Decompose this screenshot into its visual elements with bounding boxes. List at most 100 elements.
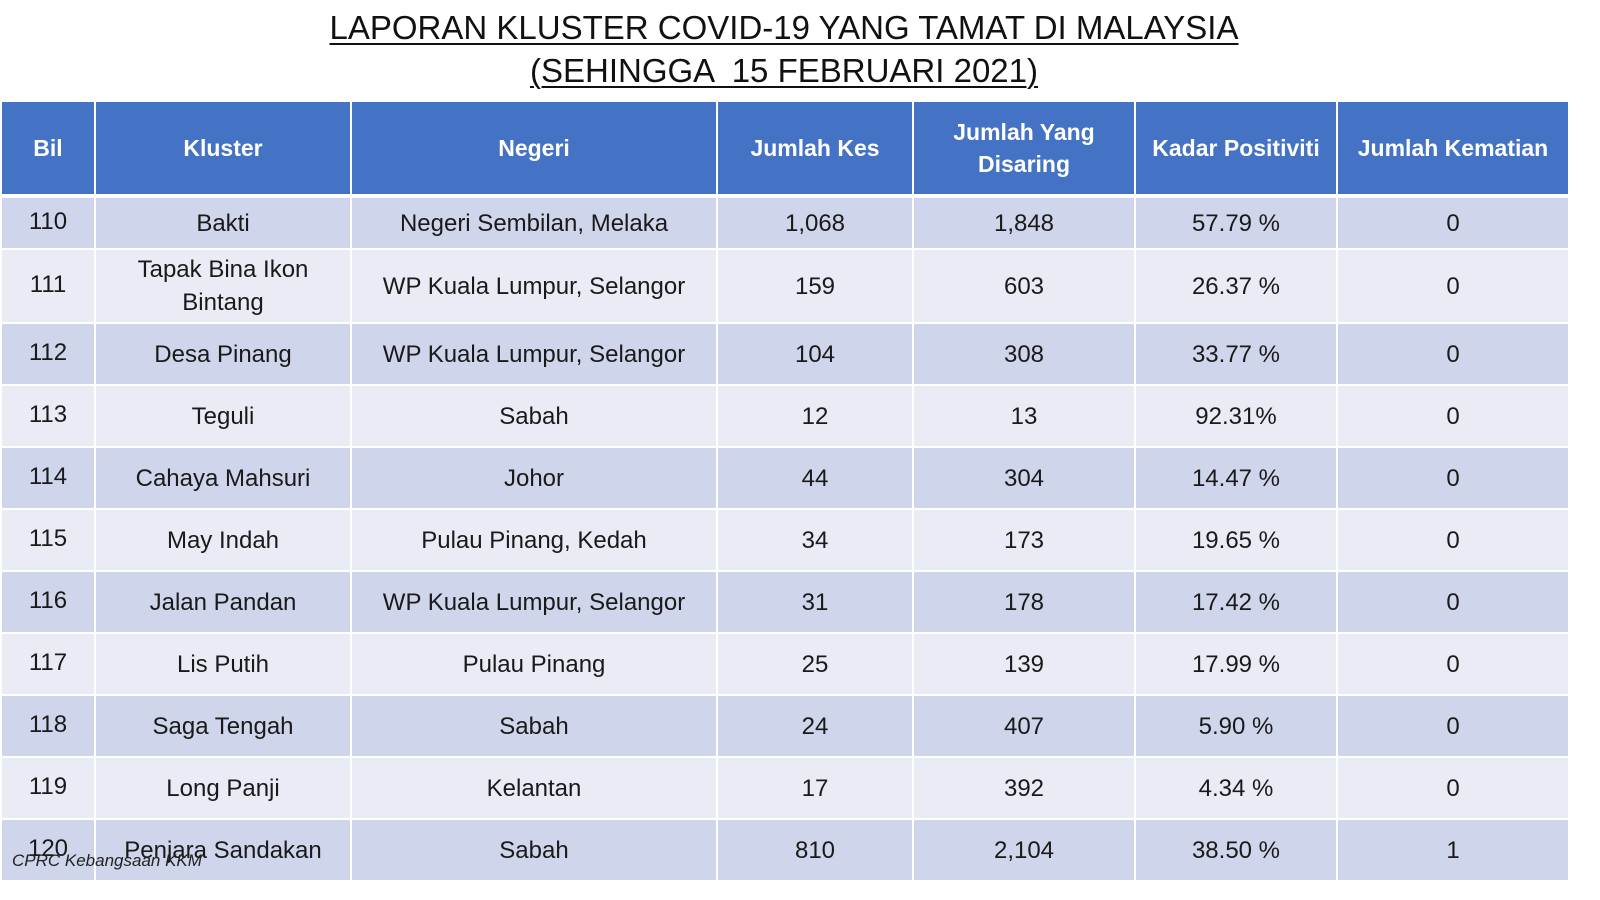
cell-jumlah-kematian: 0 [1336, 446, 1570, 510]
cell-bil: 114 [0, 446, 96, 510]
cell-negeri: Negeri Sembilan, Melaka [350, 195, 718, 250]
cell-bil: 116 [0, 570, 96, 634]
title-line-2: (SEHINGGA 15 FEBRUARI 2021) [529, 52, 1038, 89]
cell-bil: 115 [0, 508, 96, 572]
cell-kluster: Penjara Sandakan [94, 818, 352, 882]
header-kadar-positiviti: Kadar Positiviti [1134, 100, 1338, 198]
cell-bil: 111 [0, 248, 96, 324]
cell-jumlah-kematian: 0 [1336, 756, 1570, 820]
cell-jumlah-kes: 104 [716, 322, 914, 386]
cell-jumlah-kes: 44 [716, 446, 914, 510]
header-jumlah-kes: Jumlah Kes [716, 100, 914, 198]
cell-jumlah-disaring: 308 [912, 322, 1136, 386]
cell-negeri: WP Kuala Lumpur, Selangor [350, 570, 718, 634]
cell-jumlah-kematian: 0 [1336, 694, 1570, 758]
table-row: 111 Tapak Bina Ikon Bintang WP Kuala Lum… [0, 248, 1570, 324]
table-row: 110 Bakti Negeri Sembilan, Melaka 1,068 … [0, 195, 1570, 250]
cell-kluster: Desa Pinang [94, 322, 352, 386]
cell-jumlah-disaring: 178 [912, 570, 1136, 634]
table-row: 113 Teguli Sabah 12 13 92.31% 0 [0, 384, 1570, 448]
cell-bil: 118 [0, 694, 96, 758]
cell-kadar-positiviti: 38.50 % [1134, 818, 1338, 882]
cell-negeri: Sabah [350, 694, 718, 758]
cell-kadar-positiviti: 26.37 % [1134, 248, 1338, 324]
header-kluster: Kluster [94, 100, 352, 198]
cell-jumlah-disaring: 304 [912, 446, 1136, 510]
cell-jumlah-kes: 31 [716, 570, 914, 634]
cell-jumlah-disaring: 407 [912, 694, 1136, 758]
cell-kluster: Teguli [94, 384, 352, 448]
cell-jumlah-kematian: 1 [1336, 818, 1570, 882]
cell-bil: 117 [0, 632, 96, 696]
cluster-table: Bil Kluster Negeri Jumlah Kes Jumlah Yan… [0, 100, 1570, 882]
cell-negeri: WP Kuala Lumpur, Selangor [350, 248, 718, 324]
table-row: 118 Saga Tengah Sabah 24 407 5.90 % 0 [0, 694, 1570, 758]
cell-jumlah-kes: 810 [716, 818, 914, 882]
cell-jumlah-disaring: 139 [912, 632, 1136, 696]
cell-jumlah-kes: 1,068 [716, 195, 914, 250]
cell-kluster: Lis Putih [94, 632, 352, 696]
table-row: 117 Lis Putih Pulau Pinang 25 139 17.99 … [0, 632, 1570, 696]
cell-jumlah-kematian: 0 [1336, 632, 1570, 696]
cell-kluster: Long Panji [94, 756, 352, 820]
cell-jumlah-disaring: 13 [912, 384, 1136, 448]
cell-jumlah-kematian: 0 [1336, 384, 1570, 448]
table-row: 120 Penjara Sandakan Sabah 810 2,104 38.… [0, 818, 1570, 882]
cell-negeri: Pulau Pinang, Kedah [350, 508, 718, 572]
cell-kluster: Bakti [94, 195, 352, 250]
cell-jumlah-kematian: 0 [1336, 322, 1570, 386]
cell-bil: 119 [0, 756, 96, 820]
cell-kluster: Saga Tengah [94, 694, 352, 758]
cell-kadar-positiviti: 33.77 % [1134, 322, 1338, 386]
cell-kadar-positiviti: 19.65 % [1134, 508, 1338, 572]
title-line-1: LAPORAN KLUSTER COVID-19 YANG TAMAT DI M… [329, 9, 1239, 46]
header-jumlah-disaring: Jumlah Yang Disaring [912, 100, 1136, 198]
table-row: 116 Jalan Pandan WP Kuala Lumpur, Selang… [0, 570, 1570, 634]
table-row: 115 May Indah Pulau Pinang, Kedah 34 173… [0, 508, 1570, 572]
cell-jumlah-kes: 12 [716, 384, 914, 448]
source-note: CPRC Kebangsaan KKM [12, 851, 202, 870]
cell-jumlah-kes: 25 [716, 632, 914, 696]
cell-kadar-positiviti: 17.99 % [1134, 632, 1338, 696]
cell-kadar-positiviti: 57.79 % [1134, 195, 1338, 250]
cell-negeri: Johor [350, 446, 718, 510]
cell-kadar-positiviti: 17.42 % [1134, 570, 1338, 634]
cell-jumlah-kes: 159 [716, 248, 914, 324]
cell-jumlah-disaring: 1,848 [912, 195, 1136, 250]
cell-negeri: Kelantan [350, 756, 718, 820]
header-bil: Bil [0, 100, 96, 198]
cell-jumlah-kematian: 0 [1336, 195, 1570, 250]
cell-jumlah-kematian: 0 [1336, 248, 1570, 324]
cell-kadar-positiviti: 92.31% [1134, 384, 1338, 448]
cell-kadar-positiviti: 5.90 % [1134, 694, 1338, 758]
cell-bil: 112 [0, 322, 96, 386]
cell-kluster: Cahaya Mahsuri [94, 446, 352, 510]
cell-jumlah-disaring: 392 [912, 756, 1136, 820]
cell-kluster: Jalan Pandan [94, 570, 352, 634]
cell-bil: 113 [0, 384, 96, 448]
header-jumlah-kematian: Jumlah Kematian [1336, 100, 1570, 198]
cell-jumlah-disaring: 603 [912, 248, 1136, 324]
cell-kluster: Tapak Bina Ikon Bintang [94, 248, 352, 324]
cell-negeri: Sabah [350, 384, 718, 448]
cell-negeri: Pulau Pinang [350, 632, 718, 696]
report-title: LAPORAN KLUSTER COVID-19 YANG TAMAT DI M… [0, 6, 1568, 92]
cell-kadar-positiviti: 4.34 % [1134, 756, 1338, 820]
cell-jumlah-kematian: 0 [1336, 508, 1570, 572]
cell-bil: 120 [0, 818, 96, 882]
cell-bil: 110 [0, 195, 96, 250]
cell-kadar-positiviti: 14.47 % [1134, 446, 1338, 510]
cell-jumlah-kematian: 0 [1336, 570, 1570, 634]
table-row: 119 Long Panji Kelantan 17 392 4.34 % 0 [0, 756, 1570, 820]
cell-jumlah-disaring: 173 [912, 508, 1136, 572]
table-row: 114 Cahaya Mahsuri Johor 44 304 14.47 % … [0, 446, 1570, 510]
cell-jumlah-disaring: 2,104 [912, 818, 1136, 882]
cell-negeri: Sabah [350, 818, 718, 882]
table-row: 112 Desa Pinang WP Kuala Lumpur, Selango… [0, 322, 1570, 386]
cell-jumlah-kes: 24 [716, 694, 914, 758]
cell-jumlah-kes: 34 [716, 508, 914, 572]
cell-kluster: May Indah [94, 508, 352, 572]
table-header-row: Bil Kluster Negeri Jumlah Kes Jumlah Yan… [0, 100, 1570, 198]
header-negeri: Negeri [350, 100, 718, 198]
cell-jumlah-kes: 17 [716, 756, 914, 820]
